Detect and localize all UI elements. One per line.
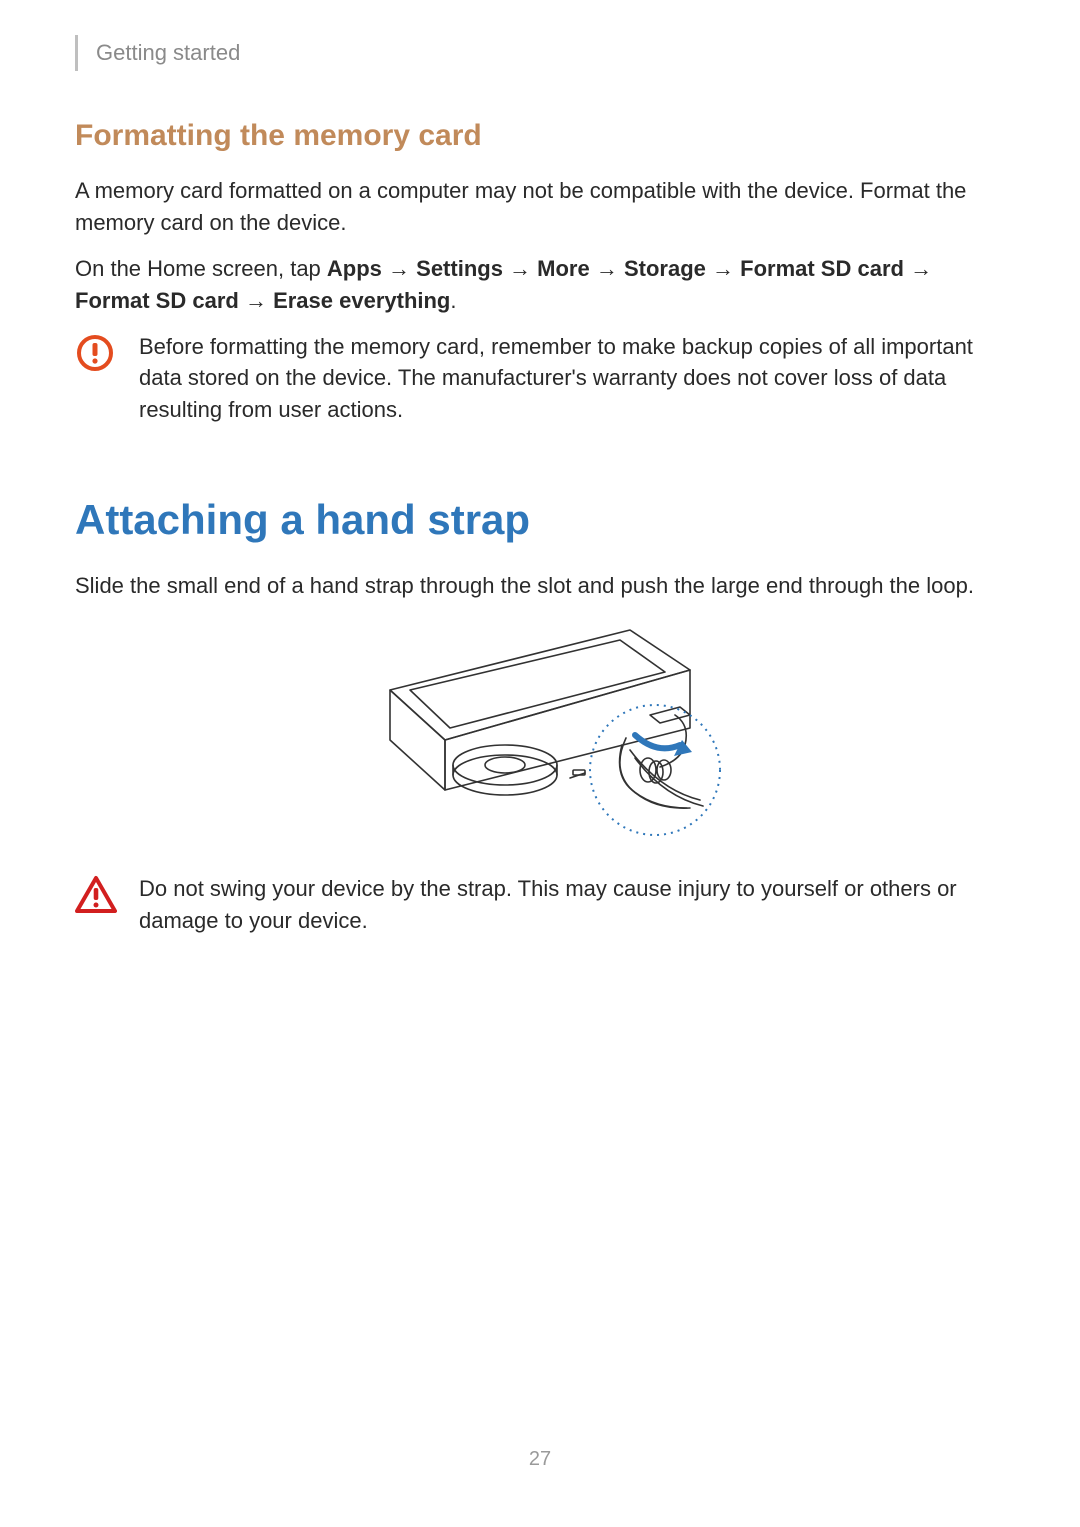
caution-text: Before formatting the memory card, remem…: [139, 331, 1005, 427]
nav-step: Storage: [624, 256, 706, 281]
intro-paragraph: A memory card formatted on a computer ma…: [75, 175, 1005, 239]
nav-step: More: [537, 256, 590, 281]
strap-paragraph: Slide the small end of a hand strap thro…: [75, 570, 1005, 602]
main-heading: Attaching a hand strap: [75, 496, 1005, 544]
nav-step: Erase everything: [273, 288, 450, 313]
running-header: Getting started: [75, 35, 1005, 71]
nav-step: Format SD card: [75, 288, 239, 313]
caution-notice: Before formatting the memory card, remem…: [75, 331, 1005, 427]
header-tick: [75, 35, 78, 71]
nav-step: Format SD card: [740, 256, 904, 281]
warning-notice: Do not swing your device by the strap. T…: [75, 873, 1005, 937]
nav-path-paragraph: On the Home screen, tap Apps → Settings …: [75, 253, 1005, 317]
warning-text: Do not swing your device by the strap. T…: [139, 873, 1005, 937]
subheading-formatting: Formatting the memory card: [75, 119, 1005, 153]
nav-step: Apps: [327, 256, 382, 281]
page-number: 27: [0, 1448, 1080, 1471]
header-section-text: Getting started: [96, 40, 240, 66]
caution-circle-icon: [75, 331, 119, 427]
hand-strap-figure: [75, 620, 1005, 845]
nav-step: Settings: [416, 256, 503, 281]
warning-triangle-icon: [75, 873, 119, 937]
